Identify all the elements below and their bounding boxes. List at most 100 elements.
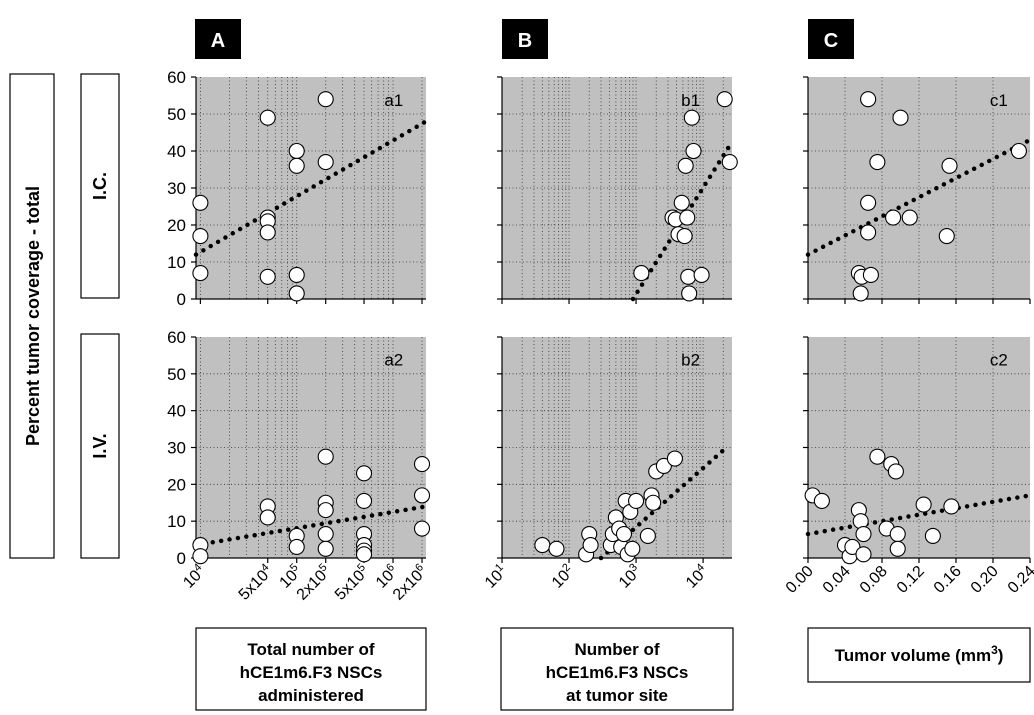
data-point xyxy=(259,268,276,285)
data-point xyxy=(615,526,633,543)
x-ticks xyxy=(199,299,423,304)
data-point xyxy=(1010,142,1027,160)
panel-b2: 101 102 103 104 b2 xyxy=(480,336,732,592)
x-axis-title-b-line2: hCE1m6.F3 NSCs xyxy=(546,663,689,682)
row-label-iv-text: I.V. xyxy=(90,433,110,458)
data-point xyxy=(317,526,334,543)
x-tick-label: 0.00 xyxy=(783,563,817,597)
y-tick-label: 10 xyxy=(167,253,186,272)
panel-a1: 0 10 20 30 40 50 60 a1 xyxy=(167,68,429,309)
data-point xyxy=(915,496,932,513)
x-axis-title-b-line1: Number of xyxy=(575,640,660,659)
row-label-ic: I.C. xyxy=(80,73,120,299)
data-point xyxy=(924,527,941,544)
y-ticks xyxy=(803,76,808,300)
panel-c1: c1 xyxy=(803,76,1033,304)
data-point xyxy=(679,209,696,226)
data-points xyxy=(804,448,960,565)
data-point xyxy=(943,498,960,515)
x-tick-label: 101 xyxy=(480,561,510,591)
panel-background xyxy=(808,77,1030,299)
data-point xyxy=(288,266,305,284)
data-point xyxy=(860,194,877,211)
x-ticks: 0.00 0.04 0.08 0.12 0.16 0.20 0.24 xyxy=(783,558,1034,597)
y-ticks xyxy=(497,336,502,559)
data-point xyxy=(645,494,662,511)
data-point xyxy=(869,154,886,171)
data-point xyxy=(677,157,694,174)
data-point xyxy=(317,448,334,465)
y-tick-label: 20 xyxy=(167,475,186,494)
data-point xyxy=(192,194,209,211)
trend-line xyxy=(805,137,1033,257)
data-point xyxy=(317,91,334,108)
data-point xyxy=(639,527,656,544)
trend-line xyxy=(598,443,731,561)
x-axis-title-c-end: ) xyxy=(998,646,1004,665)
y-ticks: 0 10 20 30 40 50 60 xyxy=(167,68,196,309)
x-tick-label: 104 xyxy=(682,561,712,591)
x-axis-title-box-b: Number of hCE1m6.F3 NSCs at tumor site xyxy=(500,627,734,711)
x-axis-title-a-line1: Total number of xyxy=(247,640,375,659)
data-point xyxy=(413,487,431,504)
x-axis-title-c: Tumor volume (mm3) xyxy=(835,643,1004,665)
data-point xyxy=(288,142,305,160)
data-point xyxy=(192,548,209,565)
panel-background xyxy=(502,77,732,299)
data-point xyxy=(693,266,710,284)
data-points xyxy=(633,91,738,302)
data-point xyxy=(860,224,877,241)
data-point xyxy=(676,228,693,245)
x-tick-label: 0.12 xyxy=(894,563,928,597)
data-points xyxy=(850,91,1027,302)
y-tick-label: 40 xyxy=(167,402,186,421)
data-point xyxy=(288,538,305,556)
x-axis-title-a-line3: administered xyxy=(258,686,364,705)
panel-background xyxy=(196,77,426,299)
data-point xyxy=(655,457,672,474)
data-point xyxy=(582,537,599,554)
y-tick-label: 10 xyxy=(167,512,186,531)
x-tick-label: 2x106 xyxy=(389,561,431,603)
data-point xyxy=(941,157,958,174)
x-tick-label: 103 xyxy=(615,561,645,591)
data-point xyxy=(716,91,733,108)
trend-line xyxy=(193,119,429,257)
x-axis-title-a-line2: hCE1m6.F3 NSCs xyxy=(240,663,383,682)
column-label-b: B xyxy=(502,19,548,59)
column-label-b-text: B xyxy=(518,30,532,52)
panel-c2: 0.00 0.04 0.08 0.12 0.16 0.20 0.24 c2 xyxy=(783,336,1034,597)
y-tick-label: 40 xyxy=(167,142,186,161)
data-point xyxy=(413,520,431,537)
data-point xyxy=(192,265,209,282)
data-point xyxy=(683,109,700,126)
x-tick-label: 5x105 xyxy=(331,561,373,603)
data-point xyxy=(892,109,909,126)
x-tick-label: 5x104 xyxy=(234,561,276,603)
data-point xyxy=(855,546,872,563)
column-label-a-text: A xyxy=(211,30,225,52)
y-axis-title-box: Percent tumor coverage - total xyxy=(9,73,55,559)
panel-label: b1 xyxy=(681,91,700,110)
data-point xyxy=(721,154,738,171)
x-axis-title-c-sup: 3 xyxy=(991,643,998,657)
column-label-c-text: C xyxy=(824,30,838,52)
x-tick-label: 2x105 xyxy=(292,561,334,603)
data-points xyxy=(192,91,334,302)
panel-label: b2 xyxy=(681,351,700,370)
row-label-ic-text: I.C. xyxy=(90,172,110,200)
column-label-a: A xyxy=(195,19,241,59)
x-tick-label: 102 xyxy=(548,561,578,591)
column-label-c: C xyxy=(808,19,854,59)
y-tick-label: 60 xyxy=(167,328,186,347)
panel-b1: b1 xyxy=(497,76,738,304)
x-axis-title-c-main: Tumor volume (mm xyxy=(835,646,991,665)
data-point xyxy=(259,509,276,526)
panel-label: c1 xyxy=(990,91,1008,110)
x-ticks xyxy=(501,299,704,304)
y-tick-label: 0 xyxy=(177,549,186,568)
x-tick-label: 0.24 xyxy=(1005,563,1034,597)
x-ticks: 101 102 103 104 xyxy=(480,558,712,592)
data-points xyxy=(534,450,683,563)
